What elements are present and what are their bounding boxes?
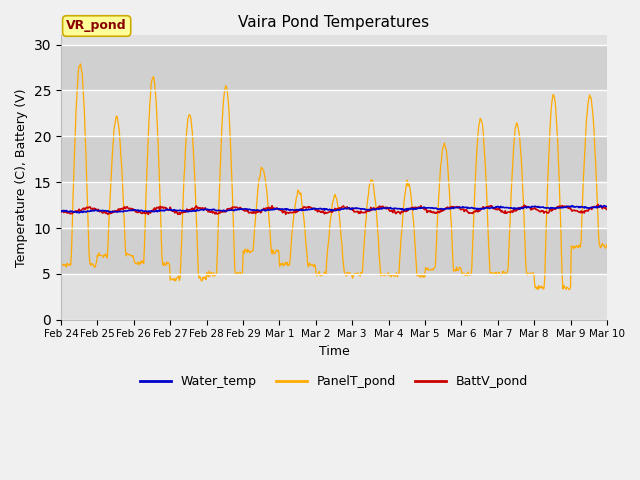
Y-axis label: Temperature (C), Battery (V): Temperature (C), Battery (V) <box>15 88 28 267</box>
Bar <box>61 90 607 136</box>
X-axis label: Time: Time <box>319 345 349 358</box>
Bar <box>61 274 607 320</box>
Text: VR_pond: VR_pond <box>67 20 127 33</box>
Legend: Water_temp, PanelT_pond, BattV_pond: Water_temp, PanelT_pond, BattV_pond <box>134 370 533 393</box>
Title: Vaira Pond Temperatures: Vaira Pond Temperatures <box>238 15 429 30</box>
Bar <box>61 228 607 274</box>
Bar <box>61 36 607 45</box>
Bar <box>61 182 607 228</box>
Bar <box>61 136 607 182</box>
Bar <box>61 45 607 90</box>
